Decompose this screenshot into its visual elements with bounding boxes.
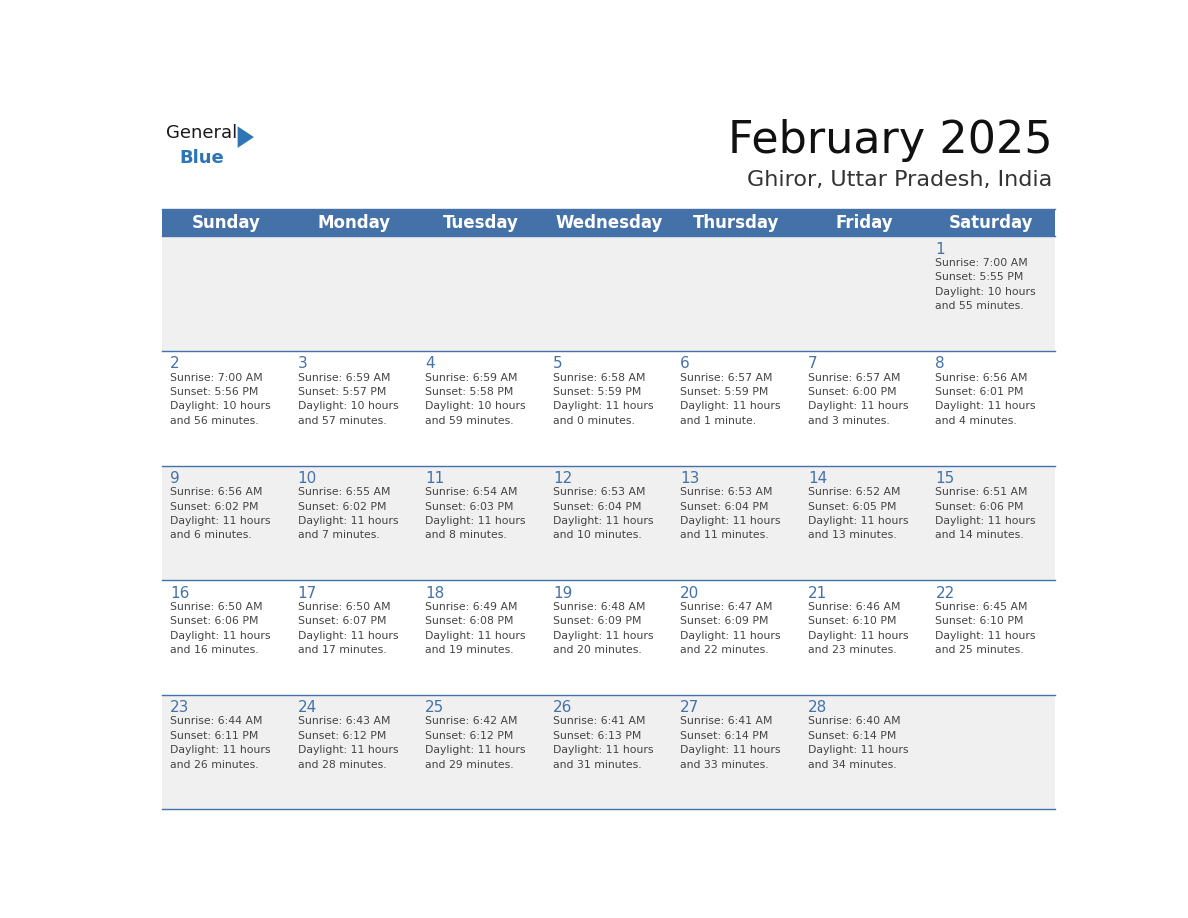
Text: Sunrise: 6:55 AM
Sunset: 6:02 PM
Daylight: 11 hours
and 7 minutes.: Sunrise: 6:55 AM Sunset: 6:02 PM Dayligh… (298, 487, 398, 541)
Text: Sunrise: 6:54 AM
Sunset: 6:03 PM
Daylight: 11 hours
and 8 minutes.: Sunrise: 6:54 AM Sunset: 6:03 PM Dayligh… (425, 487, 526, 541)
Text: Sunrise: 6:43 AM
Sunset: 6:12 PM
Daylight: 11 hours
and 28 minutes.: Sunrise: 6:43 AM Sunset: 6:12 PM Dayligh… (298, 716, 398, 769)
Text: 11: 11 (425, 471, 444, 486)
Text: 21: 21 (808, 586, 827, 600)
Text: Thursday: Thursday (694, 214, 779, 231)
Text: Sunrise: 6:59 AM
Sunset: 5:57 PM
Daylight: 10 hours
and 57 minutes.: Sunrise: 6:59 AM Sunset: 5:57 PM Dayligh… (298, 373, 398, 426)
Text: Sunrise: 6:45 AM
Sunset: 6:10 PM
Daylight: 11 hours
and 25 minutes.: Sunrise: 6:45 AM Sunset: 6:10 PM Dayligh… (935, 601, 1036, 655)
Text: 16: 16 (170, 586, 190, 600)
Text: 27: 27 (681, 700, 700, 715)
Text: Sunrise: 6:44 AM
Sunset: 6:11 PM
Daylight: 11 hours
and 26 minutes.: Sunrise: 6:44 AM Sunset: 6:11 PM Dayligh… (170, 716, 271, 769)
Polygon shape (238, 127, 254, 148)
Text: 22: 22 (935, 586, 955, 600)
Text: Sunrise: 6:57 AM
Sunset: 6:00 PM
Daylight: 11 hours
and 3 minutes.: Sunrise: 6:57 AM Sunset: 6:00 PM Dayligh… (808, 373, 909, 426)
Text: 23: 23 (170, 700, 190, 715)
Text: Sunrise: 6:47 AM
Sunset: 6:09 PM
Daylight: 11 hours
and 22 minutes.: Sunrise: 6:47 AM Sunset: 6:09 PM Dayligh… (681, 601, 781, 655)
Text: 8: 8 (935, 356, 946, 372)
Text: February 2025: February 2025 (727, 119, 1053, 162)
Text: Sunrise: 7:00 AM
Sunset: 5:55 PM
Daylight: 10 hours
and 55 minutes.: Sunrise: 7:00 AM Sunset: 5:55 PM Dayligh… (935, 258, 1036, 311)
Text: Tuesday: Tuesday (443, 214, 519, 231)
Text: Sunrise: 6:41 AM
Sunset: 6:13 PM
Daylight: 11 hours
and 31 minutes.: Sunrise: 6:41 AM Sunset: 6:13 PM Dayligh… (552, 716, 653, 769)
Text: 2: 2 (170, 356, 179, 372)
Text: 19: 19 (552, 586, 573, 600)
Text: Sunday: Sunday (191, 214, 260, 231)
Text: Ghiror, Uttar Pradesh, India: Ghiror, Uttar Pradesh, India (747, 170, 1053, 190)
Text: Sunrise: 6:46 AM
Sunset: 6:10 PM
Daylight: 11 hours
and 23 minutes.: Sunrise: 6:46 AM Sunset: 6:10 PM Dayligh… (808, 601, 909, 655)
Text: 4: 4 (425, 356, 435, 372)
Text: Sunrise: 6:56 AM
Sunset: 6:02 PM
Daylight: 11 hours
and 6 minutes.: Sunrise: 6:56 AM Sunset: 6:02 PM Dayligh… (170, 487, 271, 541)
Text: 17: 17 (298, 586, 317, 600)
Text: 18: 18 (425, 586, 444, 600)
Bar (163, 237, 1055, 351)
Text: 7: 7 (808, 356, 817, 372)
Bar (163, 208, 1055, 237)
Text: Sunrise: 6:51 AM
Sunset: 6:06 PM
Daylight: 11 hours
and 14 minutes.: Sunrise: 6:51 AM Sunset: 6:06 PM Dayligh… (935, 487, 1036, 541)
Text: 24: 24 (298, 700, 317, 715)
Text: 13: 13 (681, 471, 700, 486)
Bar (163, 580, 1055, 695)
Text: Sunrise: 6:49 AM
Sunset: 6:08 PM
Daylight: 11 hours
and 19 minutes.: Sunrise: 6:49 AM Sunset: 6:08 PM Dayligh… (425, 601, 526, 655)
Text: 10: 10 (298, 471, 317, 486)
Text: Sunrise: 6:52 AM
Sunset: 6:05 PM
Daylight: 11 hours
and 13 minutes.: Sunrise: 6:52 AM Sunset: 6:05 PM Dayligh… (808, 487, 909, 541)
Text: Blue: Blue (179, 149, 225, 167)
Text: 26: 26 (552, 700, 573, 715)
Text: Sunrise: 6:50 AM
Sunset: 6:06 PM
Daylight: 11 hours
and 16 minutes.: Sunrise: 6:50 AM Sunset: 6:06 PM Dayligh… (170, 601, 271, 655)
Bar (163, 351, 1055, 465)
Text: Sunrise: 6:57 AM
Sunset: 5:59 PM
Daylight: 11 hours
and 1 minute.: Sunrise: 6:57 AM Sunset: 5:59 PM Dayligh… (681, 373, 781, 426)
Text: 15: 15 (935, 471, 955, 486)
Text: 25: 25 (425, 700, 444, 715)
Bar (163, 695, 1055, 810)
Text: Sunrise: 6:41 AM
Sunset: 6:14 PM
Daylight: 11 hours
and 33 minutes.: Sunrise: 6:41 AM Sunset: 6:14 PM Dayligh… (681, 716, 781, 769)
Text: Saturday: Saturday (949, 214, 1034, 231)
Text: Sunrise: 7:00 AM
Sunset: 5:56 PM
Daylight: 10 hours
and 56 minutes.: Sunrise: 7:00 AM Sunset: 5:56 PM Dayligh… (170, 373, 271, 426)
Text: 28: 28 (808, 700, 827, 715)
Text: Sunrise: 6:59 AM
Sunset: 5:58 PM
Daylight: 10 hours
and 59 minutes.: Sunrise: 6:59 AM Sunset: 5:58 PM Dayligh… (425, 373, 526, 426)
Text: 14: 14 (808, 471, 827, 486)
Text: 5: 5 (552, 356, 562, 372)
Text: Sunrise: 6:53 AM
Sunset: 6:04 PM
Daylight: 11 hours
and 10 minutes.: Sunrise: 6:53 AM Sunset: 6:04 PM Dayligh… (552, 487, 653, 541)
Text: Sunrise: 6:53 AM
Sunset: 6:04 PM
Daylight: 11 hours
and 11 minutes.: Sunrise: 6:53 AM Sunset: 6:04 PM Dayligh… (681, 487, 781, 541)
Text: Sunrise: 6:56 AM
Sunset: 6:01 PM
Daylight: 11 hours
and 4 minutes.: Sunrise: 6:56 AM Sunset: 6:01 PM Dayligh… (935, 373, 1036, 426)
Text: Sunrise: 6:50 AM
Sunset: 6:07 PM
Daylight: 11 hours
and 17 minutes.: Sunrise: 6:50 AM Sunset: 6:07 PM Dayligh… (298, 601, 398, 655)
Text: General: General (165, 124, 236, 142)
Text: 6: 6 (681, 356, 690, 372)
Text: Sunrise: 6:42 AM
Sunset: 6:12 PM
Daylight: 11 hours
and 29 minutes.: Sunrise: 6:42 AM Sunset: 6:12 PM Dayligh… (425, 716, 526, 769)
Text: 12: 12 (552, 471, 573, 486)
Text: Sunrise: 6:40 AM
Sunset: 6:14 PM
Daylight: 11 hours
and 34 minutes.: Sunrise: 6:40 AM Sunset: 6:14 PM Dayligh… (808, 716, 909, 769)
Text: Sunrise: 6:58 AM
Sunset: 5:59 PM
Daylight: 11 hours
and 0 minutes.: Sunrise: 6:58 AM Sunset: 5:59 PM Dayligh… (552, 373, 653, 426)
Text: 3: 3 (298, 356, 308, 372)
Text: Sunrise: 6:48 AM
Sunset: 6:09 PM
Daylight: 11 hours
and 20 minutes.: Sunrise: 6:48 AM Sunset: 6:09 PM Dayligh… (552, 601, 653, 655)
Text: Wednesday: Wednesday (555, 214, 663, 231)
Text: Monday: Monday (317, 214, 391, 231)
Text: Friday: Friday (835, 214, 892, 231)
Bar (163, 465, 1055, 580)
Text: 9: 9 (170, 471, 179, 486)
Text: 20: 20 (681, 586, 700, 600)
Text: 1: 1 (935, 241, 946, 257)
